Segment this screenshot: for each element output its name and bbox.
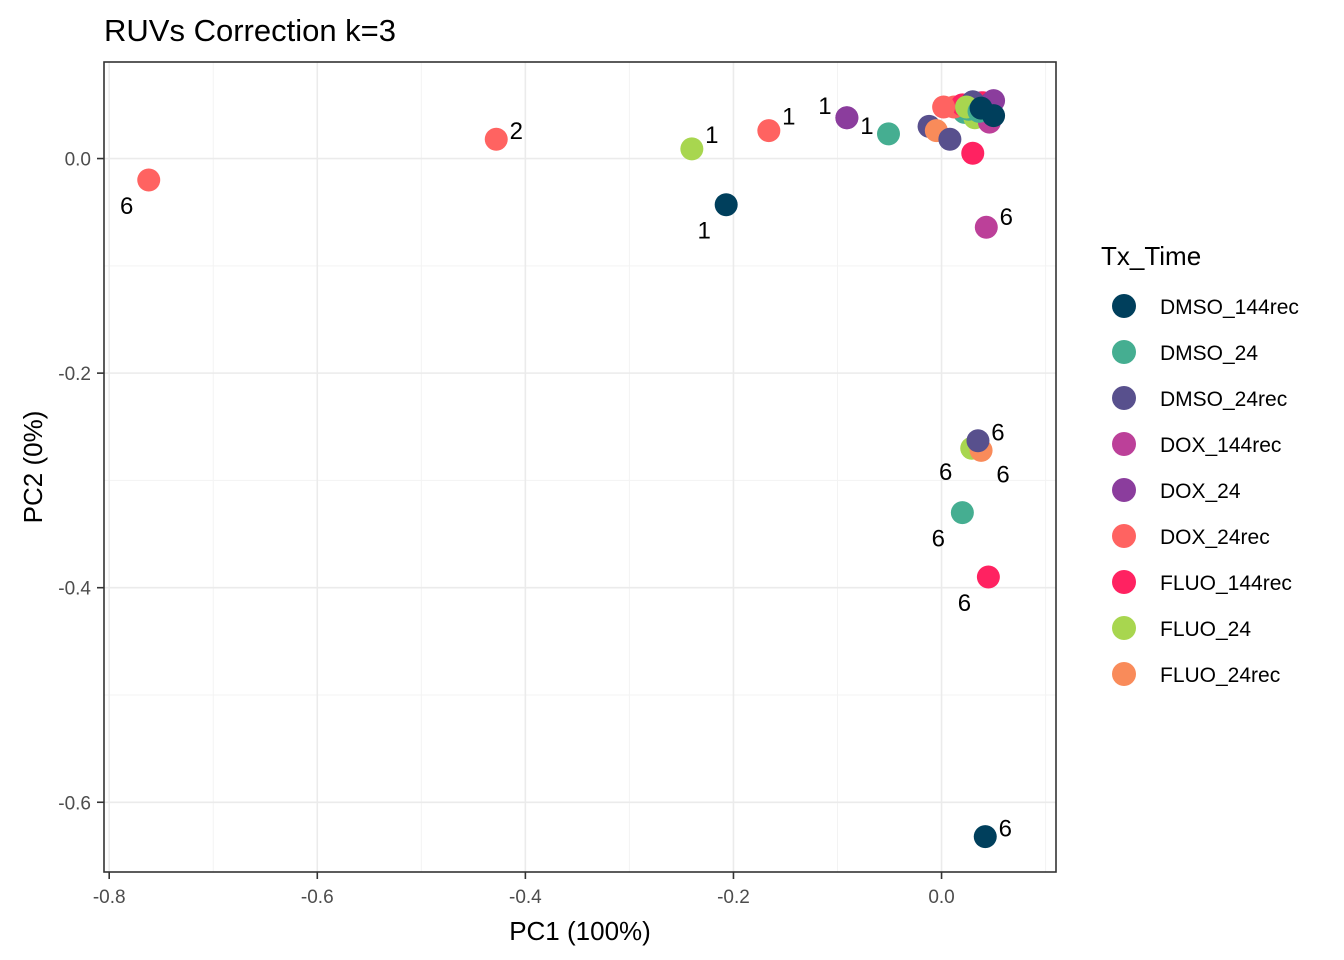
point-label: 6: [1000, 204, 1013, 231]
legend-swatch: [1112, 294, 1136, 318]
legend-label: DMSO_24: [1160, 342, 1258, 365]
data-point: [966, 429, 990, 453]
point-label: 1: [860, 113, 873, 140]
data-point: [932, 95, 956, 119]
legend-label: FLUO_24: [1160, 618, 1251, 641]
legend-swatch: [1112, 570, 1136, 594]
y-axis-title: PC2 (0%): [18, 411, 48, 524]
point-label: 2: [510, 118, 523, 145]
legend-swatch: [1112, 432, 1136, 456]
legend-swatch: [1112, 662, 1136, 686]
point-label: 1: [698, 218, 711, 245]
legend-entries: DMSO_144rec DMSO_24 DMSO_24rec DOX_144rec DO…: [1112, 294, 1299, 687]
chart-title: RUVs Correction k=3: [104, 13, 396, 48]
data-point: [973, 825, 997, 849]
y-tick-label: -0.4: [58, 579, 91, 600]
x-tick-label: -0.2: [717, 887, 750, 908]
data-point: [876, 122, 900, 146]
legend-label: FLUO_24rec: [1160, 664, 1280, 687]
legend-label: DOX_24: [1160, 480, 1241, 503]
point-label: 1: [705, 122, 718, 149]
y-axis-ticks: 0.0 -0.2 -0.4 -0.6: [58, 150, 104, 814]
x-tick-label: -0.6: [301, 887, 334, 908]
data-point: [974, 215, 998, 239]
y-tick-label: -0.6: [58, 793, 91, 814]
data-point: [835, 106, 859, 130]
x-axis-ticks: -0.8 -0.6 -0.4 -0.2 0.0: [93, 872, 955, 908]
point-label: 6: [939, 459, 952, 486]
data-point: [484, 127, 508, 151]
data-point: [950, 501, 974, 525]
point-label: 6: [999, 816, 1012, 843]
legend-label: DOX_144rec: [1160, 434, 1281, 457]
y-tick-label: -0.2: [58, 364, 91, 385]
x-tick-label: -0.8: [93, 887, 126, 908]
legend: Tx_Time DMSO_144rec DMSO_24 DMSO_24rec DOX_…: [1101, 241, 1299, 687]
data-point: [137, 168, 161, 192]
legend-swatch: [1112, 340, 1136, 364]
x-tick-label: -0.4: [509, 887, 542, 908]
legend-swatch: [1112, 524, 1136, 548]
data-point: [961, 141, 985, 165]
legend-swatch: [1112, 386, 1136, 410]
y-tick-label: 0.0: [65, 150, 91, 171]
point-label: 6: [996, 461, 1009, 488]
grid-lines: [104, 62, 1056, 872]
point-label: 6: [991, 420, 1004, 447]
point-label: 1: [782, 104, 795, 131]
points-layer: [137, 89, 1006, 849]
legend-title: Tx_Time: [1101, 241, 1201, 271]
data-point: [976, 565, 1000, 589]
legend-label: DMSO_144rec: [1160, 296, 1299, 319]
point-label: 6: [932, 526, 945, 553]
point-label: 6: [958, 590, 971, 617]
legend-label: DOX_24rec: [1160, 526, 1270, 549]
data-point: [969, 96, 993, 120]
plot-panel-border: [103, 61, 1057, 873]
point-label: 6: [120, 193, 133, 220]
x-tick-label: 0.0: [928, 887, 954, 908]
legend-swatch: [1112, 616, 1136, 640]
legend-label: FLUO_144rec: [1160, 572, 1292, 595]
data-point: [938, 127, 962, 151]
legend-label: DMSO_24rec: [1160, 388, 1287, 411]
data-point: [680, 137, 704, 161]
x-axis-title: PC1 (100%): [509, 916, 651, 946]
data-point: [757, 119, 781, 143]
legend-swatch: [1112, 478, 1136, 502]
point-label: 1: [818, 93, 831, 120]
data-point: [714, 193, 738, 217]
